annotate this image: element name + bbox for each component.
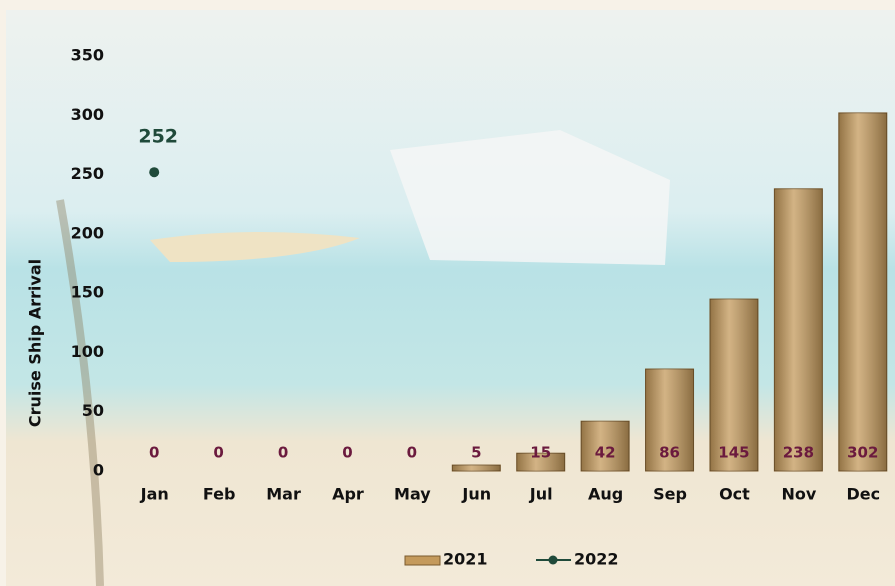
palm-trunk bbox=[56, 199, 104, 586]
data-label: 302 bbox=[847, 444, 878, 462]
x-tick-label: May bbox=[394, 485, 431, 504]
data-label: 252 bbox=[138, 126, 178, 148]
x-tick-label: Oct bbox=[719, 485, 750, 504]
legend-label: 2022 bbox=[574, 550, 619, 569]
bar-shine bbox=[709, 299, 758, 471]
island bbox=[150, 231, 360, 262]
data-label: 145 bbox=[718, 444, 749, 462]
legend-swatch-dot bbox=[548, 555, 558, 565]
bar-shine bbox=[838, 112, 887, 472]
data-label: 5 bbox=[471, 444, 481, 462]
bar-shine bbox=[774, 188, 823, 472]
data-label: 0 bbox=[342, 444, 352, 462]
data-label: 0 bbox=[278, 444, 288, 462]
x-tick-label: Jan bbox=[140, 485, 169, 504]
y-tick-label: 300 bbox=[71, 105, 104, 124]
data-label: 86 bbox=[659, 444, 680, 462]
data-label: 42 bbox=[595, 444, 616, 462]
x-tick-label: Jun bbox=[461, 485, 491, 504]
y-tick-label: 150 bbox=[71, 283, 104, 302]
data-label: 238 bbox=[783, 444, 814, 462]
line-point bbox=[149, 167, 160, 178]
x-tick-label: Dec bbox=[846, 485, 880, 504]
x-tick-label: Feb bbox=[203, 485, 236, 504]
x-tick-label: Aug bbox=[588, 485, 623, 504]
x-tick-label: Mar bbox=[266, 485, 301, 504]
legend-label: 2021 bbox=[443, 550, 488, 569]
y-axis-label: Cruise Ship Arrival bbox=[26, 259, 45, 427]
y-tick-label: 200 bbox=[71, 223, 104, 242]
bar-shine bbox=[581, 421, 630, 471]
x-tick-label: Apr bbox=[332, 485, 364, 504]
x-tick-label: Jul bbox=[529, 485, 553, 504]
legend-swatch bbox=[404, 555, 441, 566]
data-label: 0 bbox=[149, 444, 159, 462]
bar-shine bbox=[516, 453, 565, 471]
data-label: 15 bbox=[530, 444, 551, 462]
bar-shine bbox=[452, 465, 501, 471]
y-tick-label: 250 bbox=[71, 164, 104, 183]
y-tick-label: 350 bbox=[71, 46, 104, 65]
bar-shine bbox=[645, 369, 694, 471]
ship bbox=[390, 130, 670, 265]
data-label: 0 bbox=[213, 444, 223, 462]
y-tick-label: 100 bbox=[71, 342, 104, 361]
data-label: 0 bbox=[407, 444, 417, 462]
y-tick-label: 50 bbox=[82, 401, 104, 420]
x-tick-label: Sep bbox=[653, 485, 687, 504]
y-tick-label: 0 bbox=[93, 461, 104, 480]
x-tick-label: Nov bbox=[781, 485, 816, 504]
background bbox=[6, 10, 895, 586]
